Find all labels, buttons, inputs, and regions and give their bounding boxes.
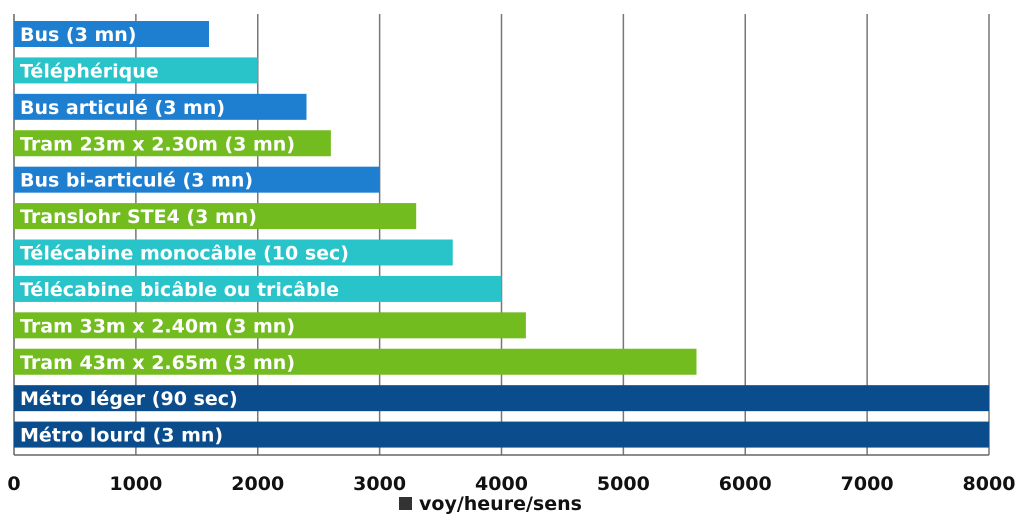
bar-label: Translohr STE4 (3 mn): [20, 206, 257, 228]
bar-label: Tram 43m x 2.65m (3 mn): [20, 352, 295, 374]
bar: [14, 166, 380, 193]
x-tick-label: 2000: [231, 473, 284, 495]
bar: [14, 239, 453, 266]
bar: [14, 421, 989, 448]
x-tick-label: 8000: [963, 473, 1016, 495]
gridlines: [13, 14, 990, 455]
bar: [14, 93, 307, 120]
x-tick-label: 0: [7, 473, 20, 495]
legend-label: voy/heure/sens: [419, 493, 582, 515]
bar: [14, 57, 258, 84]
bar: [14, 203, 417, 230]
bar: [14, 130, 331, 157]
x-axis: 0 1000 2000 3000 4000 5000 6000 7000 8000: [7, 454, 1016, 495]
bar-label: Métro lourd (3 mn): [20, 425, 223, 447]
bar-label: Télécabine bicâble ou tricâble: [20, 279, 339, 301]
x-tick-label: 5000: [597, 473, 650, 495]
x-tick-label: 7000: [841, 473, 894, 495]
bars: Bus (3 mn) Téléphérique Bus articulé (3 mn…: [14, 21, 989, 448]
x-tick-label: 4000: [475, 473, 528, 495]
legend-swatch: [399, 497, 412, 510]
bar-label: Tram 33m x 2.40m (3 mn): [20, 315, 295, 337]
bar: [14, 312, 526, 339]
x-tick-label: 3000: [353, 473, 406, 495]
bar: [14, 385, 989, 412]
bar-label: Tram 23m x 2.30m (3 mn): [20, 133, 295, 155]
bar-label: Métro léger (90 sec): [20, 388, 238, 410]
bar-label: Bus articulé (3 mn): [20, 97, 225, 119]
bar-label: Télécabine monocâble (10 sec): [20, 243, 349, 265]
bar-label: Téléphérique: [20, 60, 159, 82]
bar: [14, 275, 502, 302]
x-tick-label: 6000: [719, 473, 772, 495]
legend: voy/heure/sens: [399, 493, 582, 515]
bar: [14, 21, 209, 47]
bar-label: Bus (3 mn): [20, 24, 136, 46]
bar-label: Bus bi-articulé (3 mn): [20, 170, 253, 192]
x-tick-label: 1000: [109, 473, 162, 495]
bar: [14, 348, 697, 375]
